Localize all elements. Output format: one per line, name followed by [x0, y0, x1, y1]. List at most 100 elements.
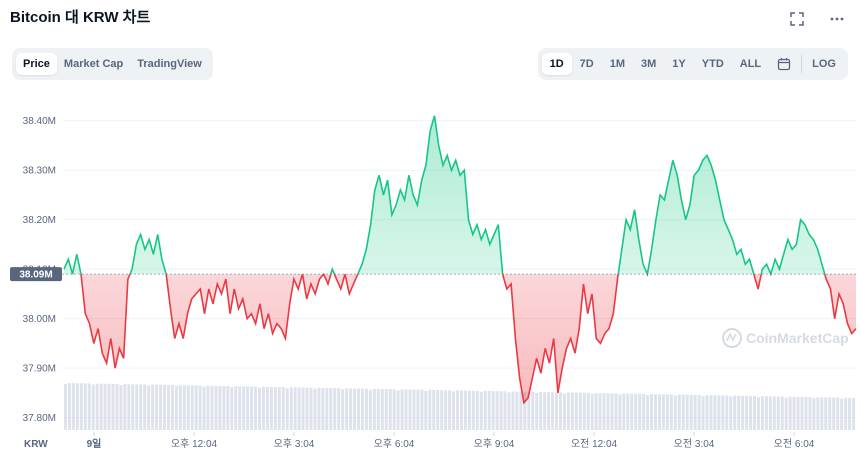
volume-bar [844, 397, 848, 430]
volume-bar [380, 389, 384, 430]
range-1y[interactable]: 1Y [672, 58, 686, 70]
volume-bar [460, 390, 463, 430]
volume-bar [848, 397, 852, 430]
volume-bar [685, 394, 689, 430]
tab-price[interactable]: Price [16, 53, 57, 75]
more-icon[interactable] [828, 10, 846, 28]
volume-bar [143, 384, 147, 430]
volume-bar [155, 384, 159, 430]
volume-bar [182, 385, 186, 430]
volume-bar [559, 392, 562, 430]
volume-bar [91, 384, 95, 430]
volume-bar [626, 393, 630, 430]
x-tick-label: 오후 6:04 [374, 438, 415, 450]
volume-bar [543, 392, 547, 430]
volume-bar [75, 383, 79, 430]
log-toggle[interactable]: LOG [812, 58, 836, 70]
range-1d[interactable]: 1D [541, 53, 572, 75]
fullscreen-icon[interactable] [788, 10, 806, 28]
volume-bar [297, 387, 301, 430]
range-7d[interactable]: 7D [579, 58, 594, 70]
range-3m[interactable]: 3M [641, 58, 657, 70]
volume-bar [741, 395, 745, 430]
volume-bar [230, 387, 234, 430]
volume-bar [709, 395, 713, 430]
volume-bar [618, 394, 622, 430]
volume-bar [495, 391, 499, 430]
chart-type-tabs: Price Market Cap TradingView [12, 48, 213, 80]
volume-bar [420, 389, 424, 430]
volume-bar [721, 395, 725, 430]
volume-bar [646, 395, 650, 430]
tab-tradingview[interactable]: TradingView [137, 58, 202, 70]
volume-bar [202, 386, 206, 430]
volume-bar [123, 384, 127, 430]
volume-bar [289, 387, 293, 430]
range-ytd[interactable]: YTD [701, 58, 724, 70]
volume-bar [285, 388, 289, 430]
x-tick-label: 오후 9:04 [474, 438, 515, 450]
volume-bar [317, 387, 321, 430]
volume-bar [194, 385, 198, 430]
volume-bar [424, 390, 428, 430]
range-all[interactable]: ALL [739, 58, 762, 70]
volume-bar [107, 383, 111, 430]
volume-bar [349, 388, 353, 430]
volume-bar [634, 393, 638, 430]
volume-bar [713, 395, 717, 430]
volume-bar [840, 398, 844, 430]
volume-bar [673, 395, 677, 430]
volume-bars [64, 383, 855, 430]
volume-bar [566, 392, 570, 430]
x-tick-label: 오전 6:04 [774, 438, 815, 450]
volume-bar [396, 390, 400, 430]
volume-bar [689, 394, 693, 430]
volume-bar [301, 387, 305, 430]
volume-bar [313, 388, 317, 430]
time-range-tabs: 1D 7D 1M 3M 1Y YTD ALL LOG [537, 48, 848, 80]
y-tick-label: 37.80M [23, 413, 56, 424]
volume-bar [111, 383, 115, 430]
volume-bar [784, 397, 788, 430]
volume-bar [277, 387, 281, 430]
volume-bar [590, 393, 594, 430]
price-area-down [81, 274, 856, 403]
volume-bar [234, 386, 238, 430]
volume-bar [269, 386, 273, 430]
volume-bar [832, 397, 836, 430]
volume-bar [127, 384, 131, 430]
chart-title: Bitcoin 대 KRW 차트 [10, 9, 151, 26]
volume-bar [293, 387, 297, 430]
volume-bar [499, 391, 503, 430]
volume-bar [246, 386, 250, 430]
volume-bar [539, 392, 543, 430]
volume-bar [745, 395, 749, 430]
volume-bar [776, 396, 780, 430]
volume-bar [515, 391, 519, 430]
volume-bar [586, 392, 590, 430]
calendar-icon[interactable] [769, 52, 799, 76]
volume-bar [487, 391, 491, 430]
baseline-label: 38.09M [10, 267, 62, 282]
volume-bar [677, 394, 681, 430]
volume-bar [638, 393, 642, 430]
volume-bar [71, 383, 75, 430]
tab-market-cap[interactable]: Market Cap [63, 58, 124, 70]
x-tick-label: 오후 12:04 [171, 438, 218, 450]
volume-bar [83, 383, 87, 430]
volume-bar [753, 396, 756, 430]
volume-bar [190, 385, 194, 430]
volume-bar [812, 398, 816, 430]
volume-bar [131, 384, 135, 430]
volume-bar [238, 386, 242, 430]
volume-bar [376, 388, 380, 430]
volume-bar [416, 389, 420, 430]
volume-bar [768, 396, 772, 430]
volume-bar [67, 383, 71, 430]
y-tick-label: 38.20M [23, 215, 56, 226]
volume-bar [135, 384, 139, 430]
volume-bar [800, 396, 804, 430]
range-1m[interactable]: 1M [609, 58, 626, 70]
volume-bar [361, 388, 364, 430]
volume-bar [729, 396, 733, 430]
